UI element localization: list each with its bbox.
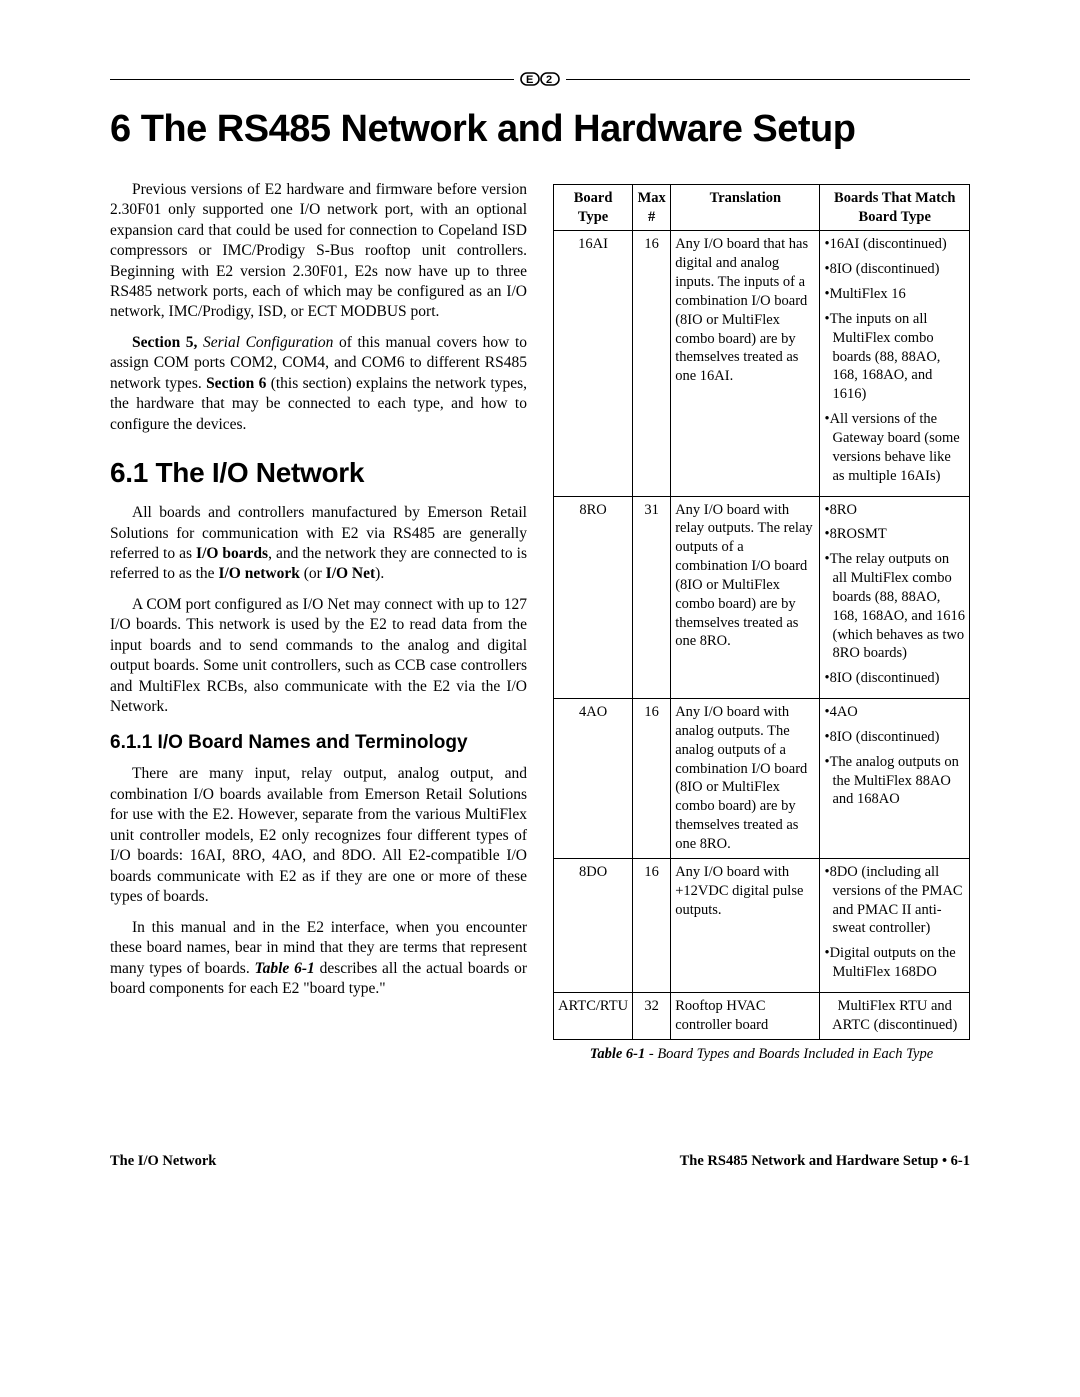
cell-max: 32	[633, 992, 671, 1039]
cell-board-type: ARTC/RTU	[554, 992, 633, 1039]
th-board-type: Board Type	[554, 184, 633, 231]
cell-translation: Any I/O board with +12VDC digital pulse …	[671, 858, 820, 992]
subsection-heading-6-1-1: 6.1.1 I/O Board Names and Terminology	[110, 732, 527, 755]
list-item: Digital outputs on the MultiFlex 168DO	[824, 944, 965, 982]
list-item: 8IO (discontinued)	[824, 669, 965, 688]
cell-match: 4AO 8IO (discontinued) The analog outputs …	[820, 699, 970, 859]
cell-max: 16	[633, 858, 671, 992]
p3g: ).	[375, 565, 384, 582]
serial-config-italic: Serial Configuration	[197, 334, 333, 351]
board-types-table: Board Type Max # Translation Boards That…	[553, 184, 970, 1040]
table-row: 16AI16Any I/O board that has digital and…	[554, 231, 970, 496]
cell-board-type: 16AI	[554, 231, 633, 496]
match-list: 16AI (discontinued) 8IO (discontinued) Mul…	[824, 235, 965, 485]
io-network-bold: I/O network	[218, 565, 299, 582]
table-row: 8RO31Any I/O board with relay outputs. T…	[554, 496, 970, 699]
table-row: 4AO16Any I/O board with analog outputs. …	[554, 699, 970, 859]
caption-text: - Board Types and Boards Included in Eac…	[645, 1046, 933, 1062]
header-rule: E 2	[110, 70, 970, 88]
chapter-title: 6 The RS485 Network and Hardware Setup	[110, 108, 970, 152]
table-6-1-ref: Table 6-1	[255, 960, 315, 977]
svg-text:2: 2	[546, 74, 552, 86]
cell-translation: Any I/O board that has digital and analo…	[671, 231, 820, 496]
section-heading-6-1: 6.1 The I/O Network	[110, 457, 527, 489]
match-list: 4AO 8IO (discontinued) The analog outputs …	[824, 703, 965, 809]
list-item: MultiFlex 16	[824, 285, 965, 304]
table-header-row: Board Type Max # Translation Boards That…	[554, 184, 970, 231]
section6-ref: Section 6	[206, 375, 266, 392]
e2-logo: E 2	[520, 70, 560, 88]
io-network-para-2: A COM port configured as I/O Net may con…	[110, 595, 527, 718]
io-net-bold: I/O Net	[326, 565, 376, 582]
footer-left: The I/O Network	[110, 1153, 216, 1170]
page-footer: The I/O Network The RS485 Network and Ha…	[110, 1153, 970, 1170]
list-item: 8IO (discontinued)	[824, 728, 965, 747]
io-network-para-1: All boards and controllers manufactured …	[110, 503, 527, 585]
list-item: 16AI (discontinued)	[824, 235, 965, 254]
cell-board-type: 4AO	[554, 699, 633, 859]
table-row: ARTC/RTU32Rooftop HVAC controller boardM…	[554, 992, 970, 1039]
p3e: (or	[300, 565, 326, 582]
list-item: All versions of the Gateway board (some …	[824, 410, 965, 485]
terminology-para-1: There are many input, relay output, anal…	[110, 764, 527, 907]
cell-match: 8RO 8ROSMT The relay outputs on all MultiF…	[820, 496, 970, 699]
match-list: 8RO 8ROSMT The relay outputs on all MultiF…	[824, 501, 965, 689]
hr-left	[110, 79, 514, 80]
list-item: The relay outputs on all MultiFlex combo…	[824, 550, 965, 663]
footer-right: The RS485 Network and Hardware Setup • 6…	[680, 1153, 970, 1170]
cell-translation: Any I/O board with analog outputs. The a…	[671, 699, 820, 859]
cell-max: 16	[633, 699, 671, 859]
list-item: 8ROSMT	[824, 525, 965, 544]
table-row: 8DO16Any I/O board with +12VDC digital p…	[554, 858, 970, 992]
right-column: Board Type Max # Translation Boards That…	[553, 180, 970, 1063]
cell-match: 8DO (including all versions of the PMAC …	[820, 858, 970, 992]
th-max: Max #	[633, 184, 671, 231]
section5-ref: Section 5,	[132, 334, 197, 351]
list-item: 8RO	[824, 501, 965, 520]
list-item: 8DO (including all versions of the PMAC …	[824, 863, 965, 938]
cell-match: MultiFlex RTU and ARTC (discontinued)	[820, 992, 970, 1039]
table-caption: Table 6-1 - Board Types and Boards Inclu…	[553, 1046, 970, 1063]
list-item: The analog outputs on the MultiFlex 88AO…	[824, 753, 965, 810]
hr-right	[566, 79, 970, 80]
io-boards-bold: I/O boards	[196, 545, 268, 562]
left-column: Previous versions of E2 hardware and fir…	[110, 180, 527, 1063]
caption-label: Table 6-1	[590, 1046, 645, 1062]
cell-board-type: 8DO	[554, 858, 633, 992]
cell-translation: Any I/O board with relay outputs. The re…	[671, 496, 820, 699]
cell-translation: Rooftop HVAC controller board	[671, 992, 820, 1039]
cell-match: 16AI (discontinued) 8IO (discontinued) Mul…	[820, 231, 970, 496]
list-item: 4AO	[824, 703, 965, 722]
intro-para-1: Previous versions of E2 hardware and fir…	[110, 180, 527, 323]
match-list: 8DO (including all versions of the PMAC …	[824, 863, 965, 982]
list-item: The inputs on all MultiFlex combo boards…	[824, 310, 965, 404]
svg-text:E: E	[526, 74, 533, 86]
cell-board-type: 8RO	[554, 496, 633, 699]
cell-max: 31	[633, 496, 671, 699]
list-item: 8IO (discontinued)	[824, 260, 965, 279]
th-translation: Translation	[671, 184, 820, 231]
cell-max: 16	[633, 231, 671, 496]
terminology-para-2: In this manual and in the E2 interface, …	[110, 918, 527, 1000]
two-column-layout: Previous versions of E2 hardware and fir…	[110, 180, 970, 1063]
th-match: Boards That Match Board Type	[820, 184, 970, 231]
intro-para-2: Section 5, Serial Configuration of this …	[110, 333, 527, 435]
